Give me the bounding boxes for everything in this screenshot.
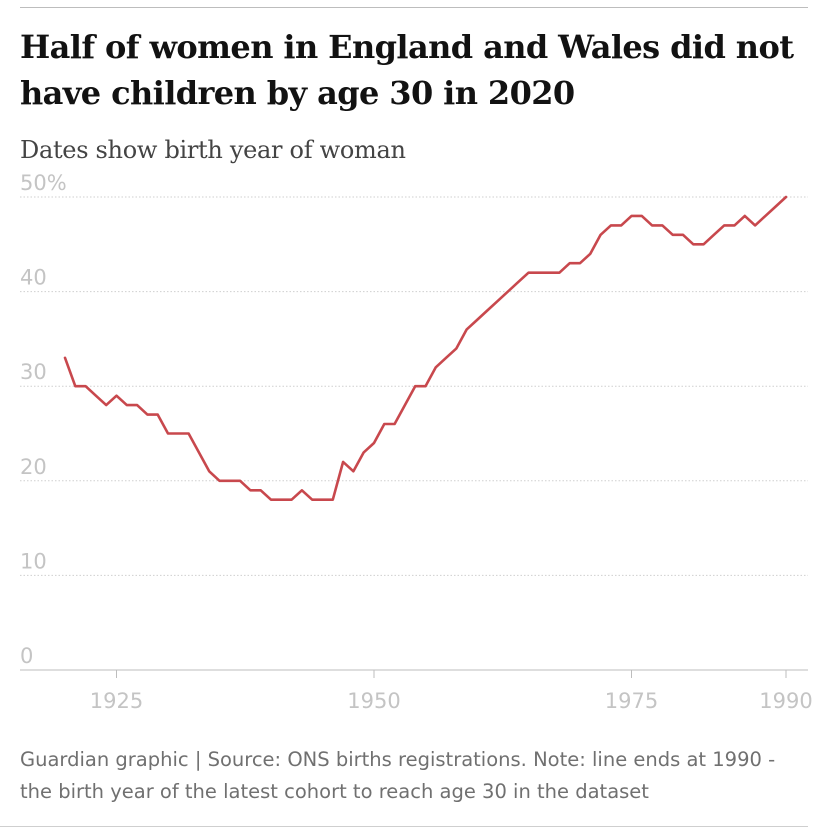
line-chart: 0 10 20 30 40 50% 1925 1950 1975 1990 xyxy=(20,171,813,713)
chart-subtitle: Dates show birth year of woman xyxy=(20,136,406,164)
y-tick-label: 10 xyxy=(20,549,47,573)
chart-title: Half of women in England and Wales did n… xyxy=(20,28,794,112)
source-note: Guardian graphic | Source: ONS births re… xyxy=(20,748,776,803)
bottom-rule xyxy=(0,826,808,827)
x-tick-label: 1990 xyxy=(759,689,812,713)
series-line xyxy=(63,195,788,502)
y-tick-label: 20 xyxy=(20,455,47,479)
x-tick-label: 1950 xyxy=(347,689,400,713)
x-tick-label: 1925 xyxy=(90,689,143,713)
y-tick-label: 40 xyxy=(20,266,47,290)
y-tick-label: 50% xyxy=(20,171,67,195)
x-tick-label: 1975 xyxy=(605,689,658,713)
y-tick-label: 0 xyxy=(20,644,33,668)
y-tick-label: 30 xyxy=(20,360,47,384)
top-rule xyxy=(20,7,808,8)
